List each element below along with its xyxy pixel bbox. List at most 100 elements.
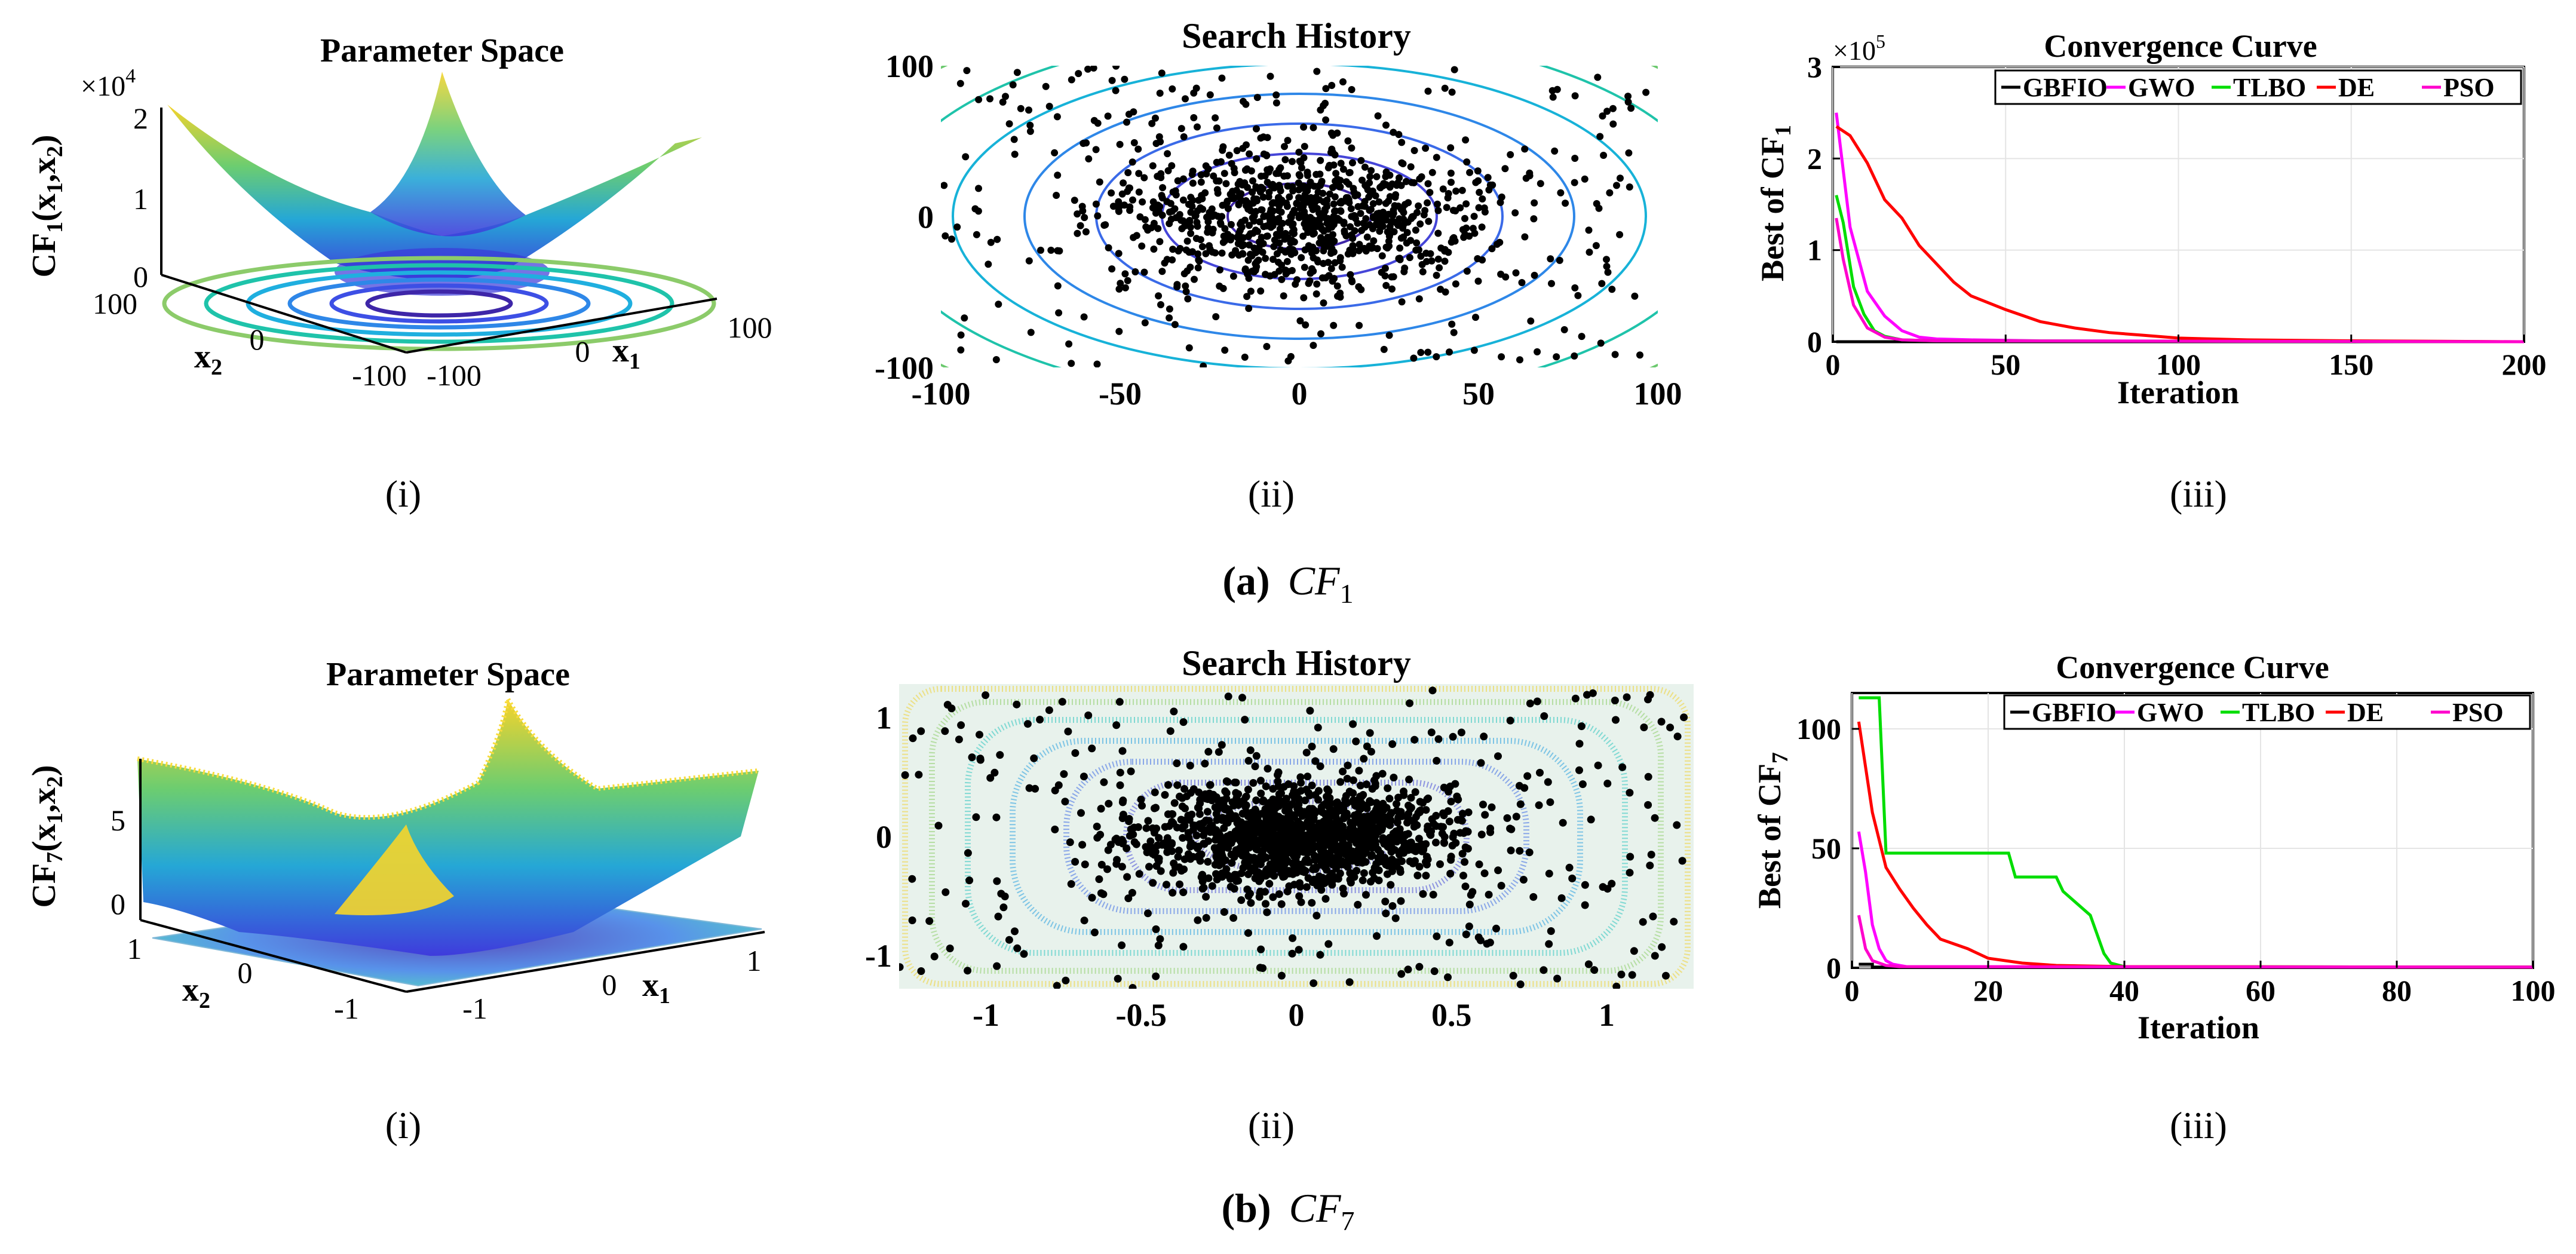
scatter-point [961, 314, 968, 322]
scatter-point [1297, 778, 1305, 787]
scatter-point [1447, 853, 1455, 861]
scatter-point [1326, 821, 1334, 829]
scatter-point [1112, 721, 1121, 729]
scatter-point [1616, 231, 1624, 238]
scatter-point [1535, 801, 1543, 810]
scatter-point [1088, 894, 1096, 902]
scatter-point [1360, 869, 1368, 877]
scatter-point [1068, 360, 1075, 367]
scatter-point [1673, 732, 1682, 741]
x1tick-label: 0 [575, 335, 590, 368]
scatter-point [1446, 869, 1455, 878]
scatter-point [1115, 250, 1123, 257]
scatter-point [1317, 182, 1324, 189]
scatter-point [1152, 925, 1160, 933]
scatter-point [1082, 228, 1090, 235]
scatter-point [1252, 752, 1261, 760]
scatter-point [1164, 781, 1172, 789]
panel-a-iii: Convergence Curve ×105 0 50 100 150 2000123 … [1755, 28, 2547, 410]
scatter-point [1281, 248, 1289, 255]
scatter-point [1080, 916, 1088, 925]
scatter-point [1054, 282, 1062, 290]
scatter-point [1293, 789, 1302, 797]
ztick-label: 5 [111, 804, 125, 837]
scatter-point [1472, 314, 1479, 321]
scatter-point [925, 917, 934, 925]
scatter-point [1246, 241, 1253, 249]
scatter-point [1194, 264, 1202, 272]
scatter-point [1274, 259, 1282, 266]
scatter-point [1333, 180, 1341, 188]
scatter-point [1227, 220, 1235, 228]
scatter-point [1302, 749, 1311, 757]
scatter-point [1474, 277, 1482, 285]
title-b-ii: Search History [1182, 643, 1411, 683]
scatter-point [1299, 232, 1307, 240]
scatter-point [1327, 265, 1335, 272]
scatter-point [1077, 809, 1085, 817]
scatter-point [1559, 818, 1567, 827]
scatter-point [1332, 820, 1341, 829]
panel-a-i: Parameter Space ×104 2 1 0 CF1(x1,x2 [26, 32, 772, 392]
scatter-point [1316, 951, 1324, 959]
scatter-point [1636, 351, 1643, 359]
scatter-point [1395, 131, 1403, 139]
title-b-i: Parameter Space [326, 656, 570, 693]
scatter-point [1413, 209, 1421, 216]
scatter-point [1123, 873, 1131, 881]
scatter-point [1630, 947, 1638, 955]
scatter-point [1294, 864, 1302, 872]
scatter-point [1433, 154, 1440, 161]
caption-a: (a) CF1 [1222, 558, 1353, 609]
scatter-point [1548, 280, 1555, 287]
ylabel-b-iii: Best of CF7 [1752, 752, 1793, 909]
scatter-point [1390, 228, 1398, 235]
scatter-point [1393, 858, 1402, 866]
scatter-point [1262, 900, 1269, 908]
scatter-point [1385, 197, 1393, 205]
scatter-point [1161, 259, 1169, 267]
scatter-point [1280, 292, 1287, 300]
scatter-point [1385, 795, 1394, 803]
scatter-point [1396, 244, 1404, 252]
scatter-point [1494, 752, 1502, 761]
scatter-point [1243, 202, 1250, 210]
scatter-point [1074, 229, 1081, 237]
scatter-point [1618, 763, 1627, 771]
scatter-point [1565, 863, 1574, 872]
x2tick-label: 1 [127, 932, 142, 965]
scatter-point [942, 232, 949, 240]
scatter-point [1624, 98, 1632, 106]
scatter-point [1257, 789, 1265, 798]
scatter-point [1311, 791, 1320, 799]
scatter-point [1246, 222, 1253, 229]
scatter-point [1166, 727, 1174, 735]
scatter-point [1118, 798, 1127, 807]
scatter-point [1427, 728, 1436, 737]
scatter-point [1222, 789, 1231, 797]
scatter-point [957, 331, 965, 339]
scatter-point [1494, 866, 1502, 875]
scatter-point [1316, 838, 1324, 846]
scatter-point [1345, 978, 1354, 986]
scatter-point [1611, 351, 1619, 358]
scatter-point [1443, 204, 1450, 211]
scatter-point [1257, 183, 1265, 191]
scatter-point [1418, 260, 1426, 268]
scatter-point [1126, 207, 1134, 214]
scatter-point [1340, 220, 1348, 228]
scatter-point [1295, 892, 1304, 900]
scatter-point [1026, 121, 1034, 129]
scatter-point [1264, 765, 1272, 773]
scatter-point [1239, 145, 1247, 152]
scatter-point [1246, 250, 1254, 258]
scatter-point [1584, 960, 1593, 968]
scatter-point [1448, 320, 1456, 328]
scatter-point [1054, 171, 1062, 179]
scatter-point [1125, 817, 1133, 826]
scatter-point [1296, 824, 1304, 833]
scatter-point [955, 735, 963, 744]
scatter-point [1626, 853, 1634, 861]
scatter-point [1317, 157, 1324, 164]
exponent-a-iii: ×105 [1833, 30, 1885, 66]
